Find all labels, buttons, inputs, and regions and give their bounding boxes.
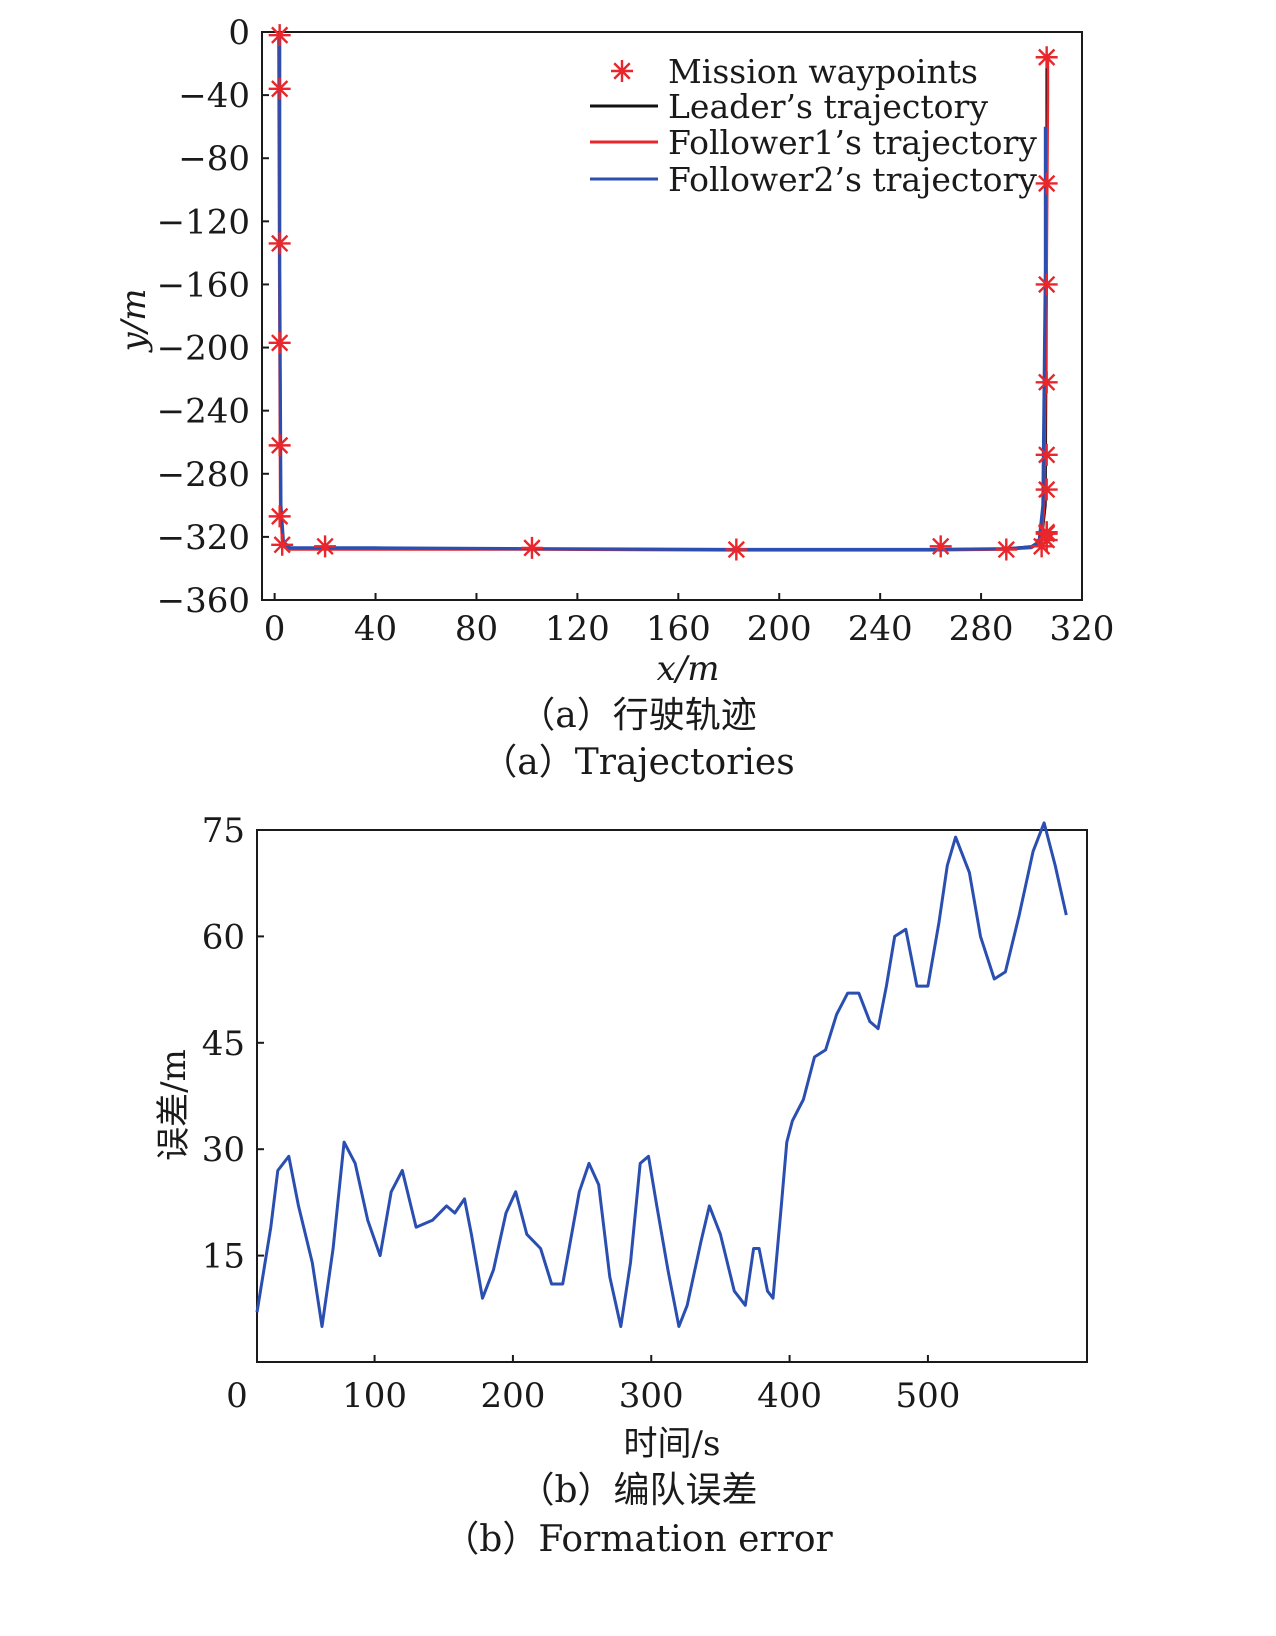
waypoint-marker bbox=[929, 535, 952, 558]
x-axis-label: 时间/s bbox=[624, 1424, 721, 1464]
y-tick-label: 0 bbox=[228, 13, 250, 53]
plot-area-frame bbox=[261, 31, 1083, 601]
waypoint-marker bbox=[268, 434, 291, 457]
waypoint-marker bbox=[268, 77, 291, 100]
caption-cn-a: （a）行驶轨迹 bbox=[519, 695, 757, 736]
y-tick-label: −120 bbox=[157, 202, 250, 242]
waypoint-marker bbox=[268, 24, 291, 47]
x-tick-label: 0 bbox=[264, 609, 286, 649]
figure-b: 15 30 45 60 75 0 100 200 300 400 500 时间/s 误差/m （b… bbox=[0, 811, 1276, 1636]
formation-error-line bbox=[255, 821, 1068, 1328]
x-tick-label: 0 bbox=[226, 1376, 248, 1416]
y-tick-label: −40 bbox=[178, 76, 250, 116]
waypoint-marker bbox=[1035, 273, 1058, 296]
legend-entry: Mission waypoints bbox=[668, 52, 978, 91]
waypoint-marker bbox=[1035, 371, 1058, 394]
trajectory-chart: 0 −40 −80 −120 −160 −200 −240 −280 −320 −360 0 40 8… bbox=[114, 13, 1115, 689]
y-tick-label: −160 bbox=[157, 265, 250, 305]
y-tick-label: −280 bbox=[157, 455, 250, 495]
x-tick-label: 300 bbox=[619, 1376, 684, 1416]
formation-error-chart: 15 30 45 60 75 0 100 200 300 400 500 时间/s 误差/m bbox=[154, 811, 1088, 1464]
y-tick-label: −360 bbox=[157, 581, 250, 621]
x-tick-label: 100 bbox=[342, 1376, 407, 1416]
waypoint-marker bbox=[1035, 522, 1058, 545]
y-tick-label: 30 bbox=[202, 1130, 245, 1170]
y-tick-label: 45 bbox=[202, 1024, 245, 1064]
waypoint-marker bbox=[725, 538, 748, 561]
waypoint-marker bbox=[268, 232, 291, 255]
waypoint-marker bbox=[995, 538, 1018, 561]
x-tick-label: 240 bbox=[848, 609, 913, 649]
legend-entry: Follower2’s trajectory bbox=[668, 160, 1037, 199]
legend-entry: Follower1’s trajectory bbox=[668, 123, 1037, 162]
waypoint-marker bbox=[1035, 443, 1058, 466]
x-tick-label: 120 bbox=[545, 609, 610, 649]
plot-area-frame bbox=[256, 829, 1088, 1363]
waypoint-marker bbox=[271, 533, 294, 556]
legend-entry: Leader’s trajectory bbox=[668, 87, 988, 126]
x-tick-label: 200 bbox=[480, 1376, 545, 1416]
y-tick-label: −80 bbox=[178, 139, 250, 179]
x-tick-label: 160 bbox=[646, 609, 711, 649]
x-tick-label: 400 bbox=[757, 1376, 822, 1416]
y-axis-label: 误差/m bbox=[154, 1049, 194, 1161]
y-tick-label: −200 bbox=[157, 329, 250, 369]
legend-swatch bbox=[611, 60, 633, 82]
x-axis-label: x/m bbox=[657, 649, 720, 689]
x-tick-label: 80 bbox=[455, 609, 498, 649]
y-tick-label: −240 bbox=[157, 392, 250, 432]
waypoint-marker bbox=[268, 331, 291, 354]
y-axis-label: y/m bbox=[114, 289, 154, 354]
y-tick-label: −320 bbox=[157, 518, 250, 558]
waypoint-marker bbox=[520, 536, 543, 559]
x-tick-label: 200 bbox=[747, 609, 812, 649]
figure-a: 0 −40 −80 −120 −160 −200 −240 −280 −320 −360 0 40 8… bbox=[114, 13, 1115, 783]
waypoint-marker bbox=[268, 505, 291, 528]
y-tick-label: 60 bbox=[202, 917, 245, 957]
waypoint-marker bbox=[1035, 46, 1058, 69]
x-tick-label: 500 bbox=[895, 1376, 960, 1416]
x-tick-label: 40 bbox=[354, 609, 397, 649]
waypoint-marker bbox=[1035, 478, 1058, 501]
caption-en-a: （a）Trajectories bbox=[481, 742, 795, 783]
y-tick-label: 75 bbox=[202, 811, 245, 851]
caption-en-b: （b）Formation error bbox=[443, 1519, 833, 1560]
caption-cn-b: （b）编队误差 bbox=[518, 1470, 758, 1511]
waypoint-marker bbox=[314, 535, 337, 558]
x-tick-label: 280 bbox=[949, 609, 1014, 649]
waypoint-marker bbox=[1035, 172, 1058, 195]
x-tick-label: 320 bbox=[1050, 609, 1115, 649]
y-tick-label: 15 bbox=[202, 1237, 245, 1277]
